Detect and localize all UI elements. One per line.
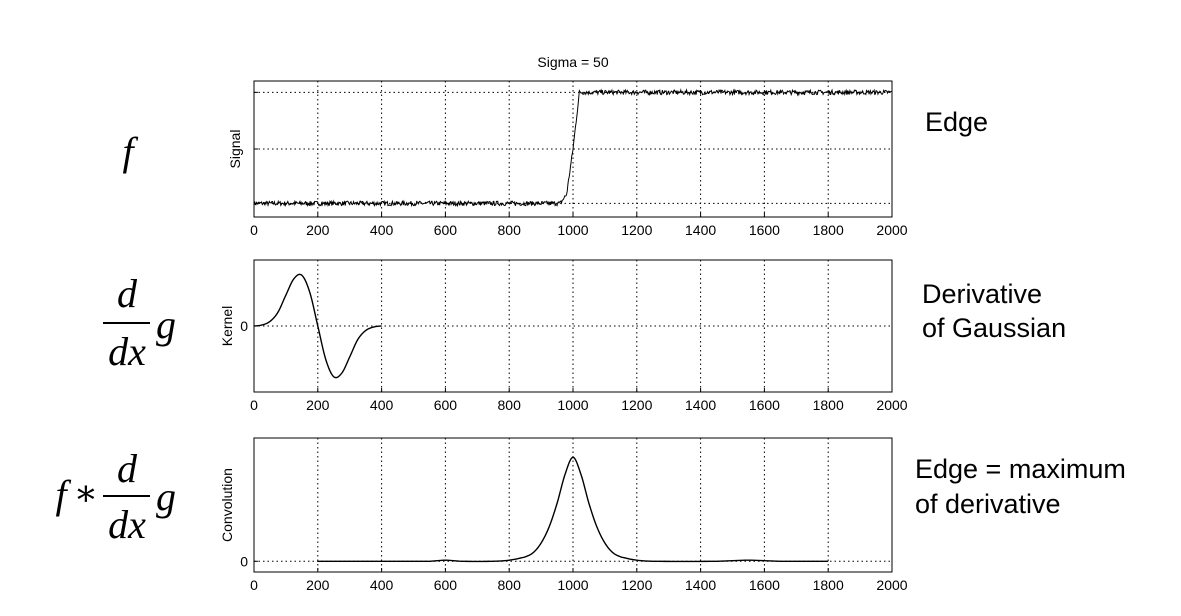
x-tick-label: 800	[498, 577, 522, 593]
series-line	[317, 456, 829, 563]
math-derivative-of-gaussian: d dx g	[103, 271, 176, 374]
x-tick-label: 400	[370, 577, 394, 593]
annotation-derivative-line2: of Gaussian	[922, 313, 1066, 343]
x-tick-label: 600	[434, 397, 458, 413]
x-tick-label: 400	[370, 397, 394, 413]
x-tick-label: 1200	[621, 222, 652, 238]
svg-text:d: d	[117, 271, 138, 316]
annotation-maximum-line2: of derivative	[915, 489, 1061, 519]
annotation-edge: Edge	[925, 107, 988, 137]
x-tick-label: 1400	[685, 577, 716, 593]
x-tick-label: 1800	[813, 397, 844, 413]
x-tick-label: 1200	[621, 577, 652, 593]
x-tick-label: 2000	[876, 577, 907, 593]
x-tick-label: 1400	[685, 397, 716, 413]
annotation-derivative-line1: Derivative	[922, 279, 1042, 309]
x-tick-label: 1600	[749, 577, 780, 593]
svg-text:g: g	[156, 302, 176, 347]
plot-kernel: 0 200 400 600 800 1000 1200 1400 1600 1800 2000 0 Ke…	[219, 259, 908, 413]
x-tick-label: 600	[434, 222, 458, 238]
x-tick-label: 2000	[876, 222, 907, 238]
annotation-maximum-line1: Edge = maximum	[915, 454, 1126, 484]
y-tick-label: 0	[240, 553, 248, 569]
x-tick-label: 1600	[749, 397, 780, 413]
x-tick-label: 0	[250, 397, 258, 413]
plot-convolution: 0 200 400 600 800 1000 1200 1400 1600 1800 2000 0 Co…	[219, 437, 908, 593]
x-tick-label: 1000	[557, 222, 588, 238]
x-tick-label: 2000	[876, 397, 907, 413]
math-f: f	[122, 129, 138, 174]
x-tick-label: 800	[498, 222, 522, 238]
x-tick-label: 1000	[557, 397, 588, 413]
plot-signal: 0 200 400 600 800 1000 1200 1400 1600 1800 2000 Sig…	[227, 80, 908, 238]
math-convolution-expression: f ∗ d dx g	[55, 446, 176, 547]
x-tick-label: 600	[434, 577, 458, 593]
x-tick-label: 1800	[813, 222, 844, 238]
series-line	[253, 273, 382, 379]
x-tick-label: 200	[306, 397, 330, 413]
x-tick-label: 0	[250, 222, 258, 238]
x-tick-label: 200	[306, 577, 330, 593]
svg-text:∗: ∗	[74, 473, 98, 513]
svg-text:f: f	[55, 472, 71, 517]
x-tick-label: 400	[370, 222, 394, 238]
svg-text:dx: dx	[108, 329, 146, 374]
chart-title: Sigma = 50	[537, 54, 608, 70]
x-tick-label: 800	[498, 397, 522, 413]
x-tick-label: 1000	[557, 577, 588, 593]
svg-text:g: g	[156, 474, 176, 519]
x-tick-label: 200	[306, 222, 330, 238]
svg-text:dx: dx	[108, 502, 146, 547]
y-axis-label: Signal	[227, 130, 243, 169]
x-tick-label: 0	[250, 577, 258, 593]
x-tick-label: 1600	[749, 222, 780, 238]
y-axis-label: Kernel	[219, 306, 235, 346]
svg-text:d: d	[117, 446, 138, 491]
x-tick-label: 1400	[685, 222, 716, 238]
y-tick-label: 0	[240, 318, 248, 334]
y-axis-label: Convolution	[219, 468, 235, 542]
x-tick-label: 1200	[621, 397, 652, 413]
series-line	[253, 88, 893, 208]
x-tick-label: 1800	[813, 577, 844, 593]
